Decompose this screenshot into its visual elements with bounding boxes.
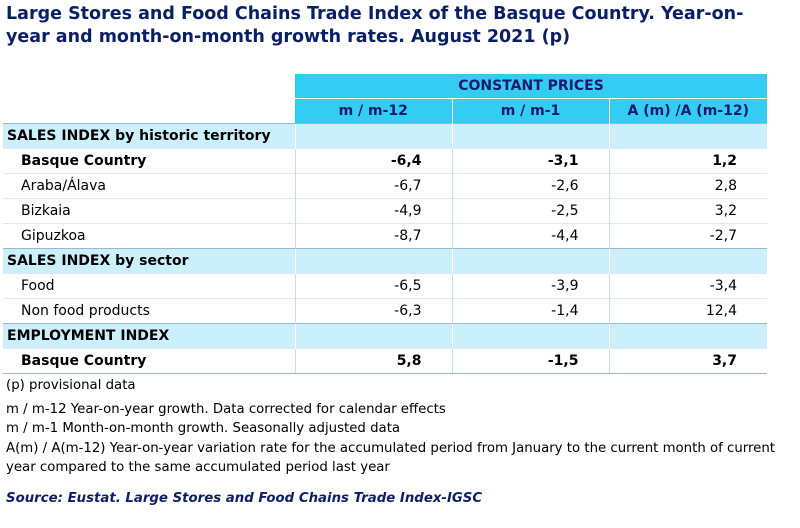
section-header-sector: SALES INDEX by sector (3, 248, 767, 274)
cell-mom: -1,5 (451, 348, 609, 374)
cell-mom: -2,5 (451, 198, 609, 224)
cell-yoy: -6,5 (294, 273, 452, 299)
cell-accumulated: -2,7 (608, 223, 767, 249)
header-group-row: CONSTANT PRICES (3, 74, 767, 99)
row-label: Basque Country (3, 348, 295, 374)
row-label: Araba/Álava (3, 173, 295, 199)
cell-mom: -2,6 (451, 173, 609, 199)
cell-mom: -1,4 (451, 298, 609, 324)
cell-accumulated: 2,8 (608, 173, 767, 199)
note-provisional: (p) provisional data (6, 378, 136, 393)
table-row: Basque Country -6,4 -3,1 1,2 (3, 148, 767, 174)
cell-yoy: -4,9 (294, 198, 452, 224)
cell-accumulated: 12,4 (608, 298, 767, 324)
section-header-employment: EMPLOYMENT INDEX (3, 323, 767, 349)
cell-accumulated: -3,4 (608, 273, 767, 299)
source-note: Source: Eustat. Large Stores and Food Ch… (6, 491, 483, 506)
table-row: Gipuzkoa -8,7 -4,4 -2,7 (3, 223, 767, 249)
cell-yoy: -6,3 (294, 298, 452, 324)
cell-accumulated: 1,2 (608, 148, 767, 174)
cell-yoy: -8,7 (294, 223, 452, 249)
section-header-territory: SALES INDEX by historic territory (3, 123, 767, 149)
column-header-accumulated: A (m) /A (m-12) (608, 98, 767, 124)
table-row: Araba/Álava -6,7 -2,6 2,8 (3, 173, 767, 199)
footnotes: (p) provisional data m / m-12 Year-on-ye… (6, 376, 786, 478)
column-header-mom: m / m-1 (451, 98, 609, 124)
cell-mom: -4,4 (451, 223, 609, 249)
row-label: Non food products (3, 298, 295, 324)
cell-accumulated: 3,2 (608, 198, 767, 224)
note-mom: m / m-1 Month-on-month growth. Seasonall… (6, 421, 401, 436)
row-label: Bizkaia (3, 198, 295, 224)
table-row: Bizkaia -4,9 -2,5 3,2 (3, 198, 767, 224)
cell-yoy: -6,7 (294, 173, 452, 199)
column-header-yoy: m / m-12 (295, 98, 452, 124)
section-label: SALES INDEX by sector (3, 248, 295, 274)
cell-accumulated: 3,7 (608, 348, 767, 374)
cell-mom: -3,1 (451, 148, 609, 174)
header-group-label: CONSTANT PRICES (295, 74, 767, 99)
table-row: Basque Country 5,8 -1,5 3,7 (3, 348, 767, 374)
note-yoy: m / m-12 Year-on-year growth. Data corre… (6, 401, 446, 417)
note-accumulated: A(m) / A(m-12) Year-on-year variation ra… (6, 440, 775, 476)
cell-yoy: -6,4 (294, 148, 452, 174)
row-label: Gipuzkoa (3, 223, 295, 249)
header-columns-row: m / m-12 m / m-1 A (m) /A (m-12) (3, 98, 767, 124)
cell-mom: -3,9 (451, 273, 609, 299)
section-label: SALES INDEX by historic territory (3, 123, 295, 149)
cell-yoy: 5,8 (294, 348, 452, 374)
row-label: Basque Country (3, 148, 295, 174)
page-title: Large Stores and Food Chains Trade Index… (6, 4, 744, 47)
data-table: CONSTANT PRICES m / m-12 m / m-1 A (m) /… (3, 74, 767, 374)
section-label: EMPLOYMENT INDEX (3, 323, 295, 349)
table-row: Food -6,5 -3,9 -3,4 (3, 273, 767, 299)
table-row: Non food products -6,3 -1,4 12,4 (3, 298, 767, 324)
row-label: Food (3, 273, 295, 299)
